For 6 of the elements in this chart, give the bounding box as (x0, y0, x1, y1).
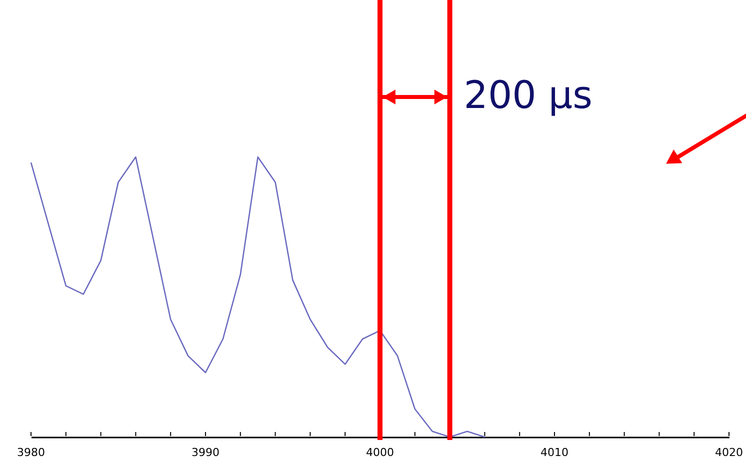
x-tick-label: 3980 (17, 446, 45, 459)
x-tick-label: 4010 (540, 446, 568, 459)
x-tick-label: 3990 (192, 446, 220, 459)
text: 200 μs (464, 73, 592, 117)
x-tick-label: 4000 (366, 446, 394, 459)
x-tick-label: 4020 (715, 446, 743, 459)
